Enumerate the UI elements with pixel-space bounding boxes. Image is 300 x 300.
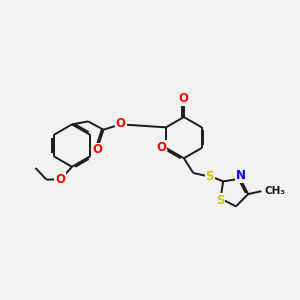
- Text: O: O: [156, 141, 166, 154]
- Text: S: S: [216, 194, 224, 207]
- Text: N: N: [236, 169, 246, 182]
- Text: O: O: [116, 117, 126, 130]
- Text: O: O: [92, 143, 102, 157]
- Text: CH₃: CH₃: [264, 186, 285, 196]
- Text: O: O: [179, 92, 189, 105]
- Text: S: S: [206, 170, 214, 183]
- Text: O: O: [55, 173, 65, 186]
